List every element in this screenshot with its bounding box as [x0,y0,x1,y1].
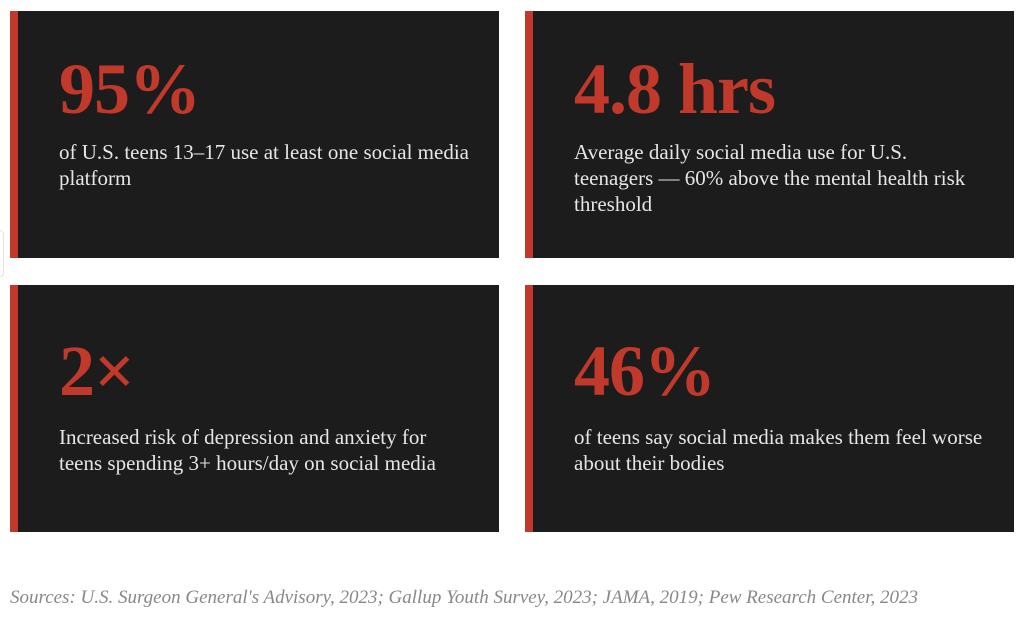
stat-value: 95% [59,49,201,129]
stat-card-body-image: 46% of teens say social media makes them… [525,285,1014,532]
stat-value: 46% [574,331,716,411]
stat-card-social-media-use: 95% of U.S. teens 13–17 use at least one… [10,11,499,258]
side-panel-handle[interactable] [0,230,4,277]
stat-description: of U.S. teens 13–17 use at least one soc… [59,140,469,190]
stat-value: 2× [59,331,135,411]
stat-description: Increased risk of depression and anxiety… [59,425,436,475]
stat-value: 4.8 hrs [574,49,776,129]
sources-citation: Sources: U.S. Surgeon General's Advisory… [10,587,919,608]
stat-description: of teens say social media makes them fee… [574,425,983,475]
stat-description: Average daily social media use for U.S. … [574,140,966,216]
stats-grid: 95% of U.S. teens 13–17 use at least one… [10,11,1014,532]
stat-card-depression-risk: 2× Increased risk of depression and anxi… [10,285,499,532]
stat-card-daily-hours: 4.8 hrs Average daily social media use f… [525,11,1014,258]
